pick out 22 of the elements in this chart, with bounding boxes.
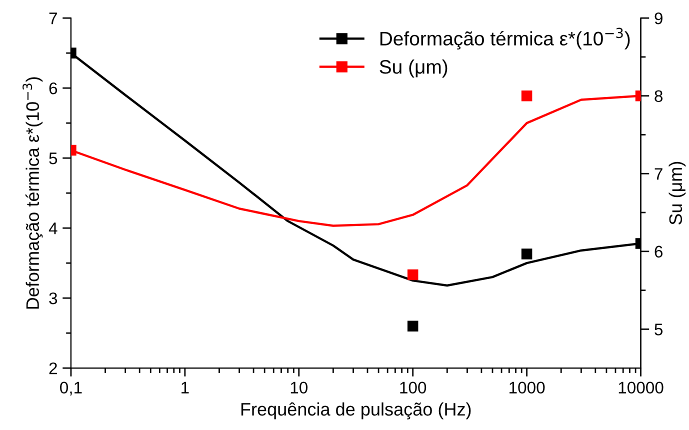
x-tick-label: 0,1 [60,382,82,396]
y-tick-label: 4 [48,222,58,234]
y-axis-title: Deformação térmica ε*(10$^{−3}$) [22,77,43,309]
y2-tick-label: 6 [654,246,662,258]
x-tick-label: 1000 [510,382,545,394]
y2-tick-label: 9 [654,12,662,24]
legend-label: Su (μm) [380,59,448,78]
y-tick-label: 7 [49,12,57,24]
legend-label: Deformação térmica ε*(10$^{−3}$) [380,28,630,50]
x-tick-label: 10000 [618,382,664,394]
x-tick-label: 100 [400,382,426,394]
x-tick-label: 10 [290,382,308,394]
y2-tick-label: 8 [654,90,663,102]
y-tick-label: 2 [49,362,57,374]
x-axis-title: Frequência de pulsação (Hz) [241,402,471,420]
y-tick-label: 3 [49,292,58,304]
y-tick-label: 6 [49,82,58,94]
y2-axis-title: Su (μm) [668,162,686,225]
y2-tick-label: 5 [654,324,663,336]
x-tick-label: 1 [182,382,189,394]
y-tick-label: 5 [49,152,58,164]
y2-tick-label: 7 [654,168,662,180]
